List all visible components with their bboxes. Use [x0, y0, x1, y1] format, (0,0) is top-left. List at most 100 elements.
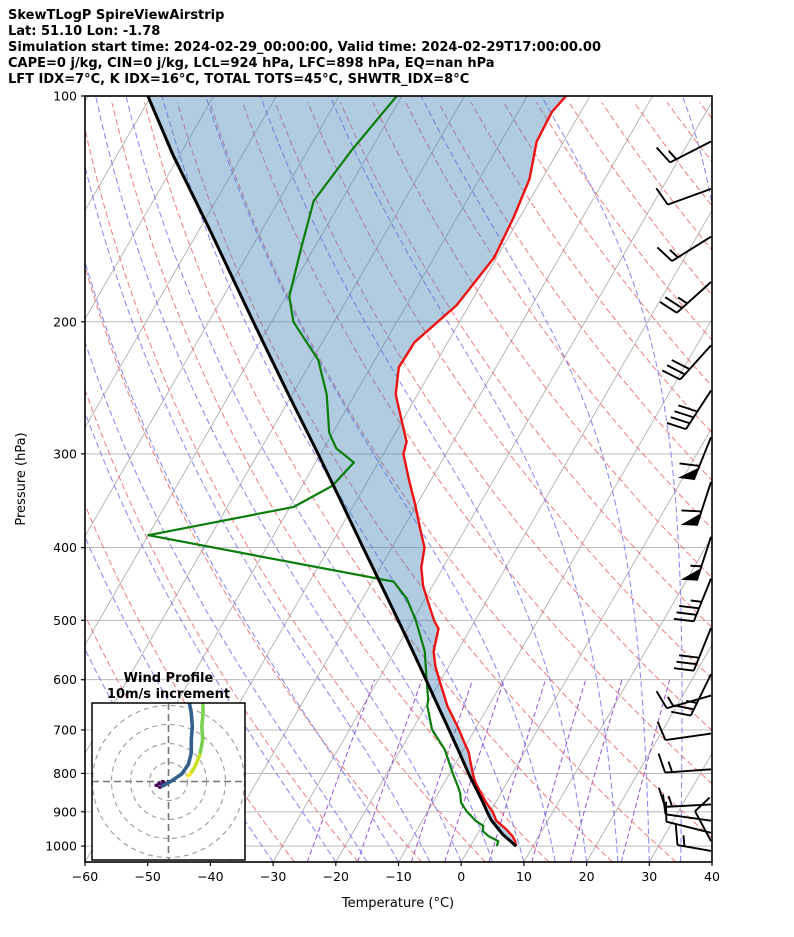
isotherm	[460, 426, 712, 862]
dry-adiabat	[143, 102, 613, 862]
hodograph-marker	[158, 785, 162, 789]
x-tick-label: 30	[641, 869, 657, 884]
wind-barb	[656, 721, 712, 741]
isotherm	[711, 861, 712, 862]
dry-adiabat	[601, 102, 712, 251]
mixing-ratio-line	[357, 679, 423, 862]
moist-adiabat	[85, 259, 399, 862]
x-tick-label: −40	[197, 869, 223, 884]
cin-shade	[147, 96, 567, 847]
hodograph-marker	[161, 779, 165, 784]
x-tick-label: 20	[579, 869, 595, 884]
mixing-ratio-line	[306, 679, 376, 862]
wind-barb	[655, 140, 712, 164]
isotherm	[335, 209, 712, 862]
isotherm	[648, 752, 712, 862]
header-line-2: Lat: 51.10 Lon: -1.78	[8, 24, 160, 39]
mixing-ratio-line	[410, 679, 474, 862]
y-tick-label: 400	[53, 540, 77, 555]
dry-adiabat	[274, 102, 712, 732]
hodograph-ring	[110, 723, 227, 840]
cin-shade-layer	[147, 96, 567, 847]
isotherm	[523, 535, 712, 862]
wind-barb	[662, 794, 712, 822]
wind-barb	[694, 796, 712, 842]
dry-adiabat	[633, 102, 712, 207]
moist-adiabat	[540, 96, 683, 862]
hodograph-trace-mid-level	[161, 703, 195, 788]
moist-adiabat	[85, 340, 368, 862]
x-tick-label: −50	[135, 869, 161, 884]
x-tick-label: −10	[385, 869, 411, 884]
moist-adiabat	[205, 96, 556, 862]
wind-barb	[659, 281, 712, 314]
mixing-ratio-line	[488, 679, 547, 862]
dry-adiabat	[470, 102, 712, 434]
mixing-ratio-line	[569, 679, 623, 862]
isotherm	[586, 643, 712, 862]
isotherm	[85, 96, 277, 429]
dry-adiabat	[405, 102, 712, 530]
y-tick-label: 600	[53, 672, 77, 687]
wind-barb	[673, 627, 712, 672]
y-axis-label: Pressure (hPa)	[14, 432, 29, 525]
wind-barb	[661, 344, 712, 381]
x-tick-label: 0	[457, 869, 465, 884]
dry-adiabat	[176, 102, 677, 862]
mixing-ratio-line	[531, 679, 587, 862]
header-line-3: Simulation start time: 2024-02-29_00:00:…	[8, 40, 601, 55]
dry-adiabat	[85, 126, 486, 862]
y-tick-label: 1000	[45, 839, 77, 854]
header-line-4: CAPE=0 j/kg, CIN=0 j/kg, LCL=924 hPa, LF…	[8, 56, 495, 71]
x-tick-label: 10	[516, 869, 532, 884]
wind-barb	[657, 753, 712, 774]
moist-adiabat	[85, 410, 337, 862]
wind-barb	[674, 825, 712, 852]
isotherm	[85, 96, 403, 646]
y-tick-label: 100	[53, 89, 77, 104]
dry-adiabat	[699, 102, 712, 120]
hodograph-trace-top-level	[188, 753, 202, 776]
mixing-ratio-line	[620, 679, 671, 862]
hodograph-border	[91, 702, 246, 861]
temperature-curve	[394, 96, 567, 847]
dewpoint-curve	[147, 96, 500, 847]
hodograph-marker	[157, 781, 161, 785]
y-tick-label: 700	[53, 722, 77, 737]
y-tick-label: 300	[53, 446, 77, 461]
hodograph-ring	[148, 761, 189, 802]
hodograph-trace-top-tip	[186, 772, 193, 778]
dry-adiabat	[242, 102, 712, 785]
mixing-ratio-line	[444, 679, 505, 862]
x-tick-label: −20	[323, 869, 349, 884]
wind-barb	[680, 481, 712, 527]
dry-adiabat	[85, 503, 295, 862]
x-axis-label: Temperature (°C)	[341, 896, 454, 911]
wind-barb	[680, 536, 712, 581]
header-line-1: SkewTLogP SpireViewAirstrip	[8, 8, 224, 23]
dry-adiabat	[85, 388, 359, 862]
wind-barbs-layer	[655, 140, 712, 852]
isotherm	[85, 96, 340, 538]
moist-adiabat	[259, 96, 588, 862]
x-tick-label: −60	[72, 869, 98, 884]
dry-adiabat	[85, 264, 423, 862]
wind-barb	[666, 390, 712, 431]
hodograph-subtitle: 10m/s increment	[107, 687, 230, 702]
dry-adiabat	[209, 102, 712, 839]
y-tick-label: 500	[53, 613, 77, 628]
wind-barb	[673, 578, 712, 623]
isotherm	[272, 100, 712, 862]
hodograph-inset	[91, 702, 246, 861]
header-line-5: LFT IDX=7°C, K IDX=16°C, TOTAL TOTS=45°C…	[8, 72, 469, 87]
hodograph-title: Wind Profile	[124, 671, 214, 686]
dry-adiabat	[666, 102, 712, 163]
wind-barb	[677, 436, 712, 481]
dry-adiabat	[372, 102, 712, 579]
x-tick-label: 40	[704, 869, 720, 884]
moist-adiabat	[420, 96, 650, 862]
hodograph-marker	[154, 783, 158, 787]
